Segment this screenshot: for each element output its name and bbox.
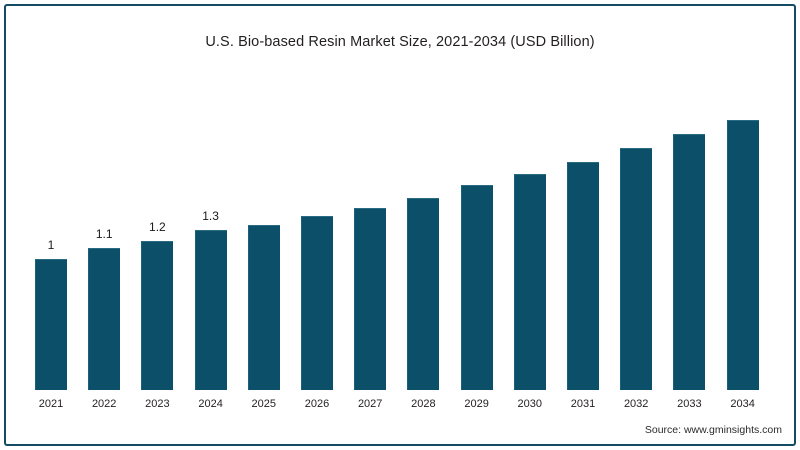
bar-2033[interactable]: [673, 134, 706, 390]
x-tick-label-2030: 2030: [517, 398, 543, 410]
bar-2022[interactable]: [88, 248, 121, 390]
x-tick-label-2021: 2021: [38, 398, 64, 410]
bar-2031[interactable]: [567, 162, 599, 390]
bar-2030[interactable]: [513, 174, 546, 390]
x-tick-label-2028: 2028: [411, 398, 436, 410]
x-tick-label-2022: 2022: [91, 398, 117, 410]
bar-2021[interactable]: [35, 259, 67, 390]
source-attribution: Source: www.gminsights.com: [644, 424, 782, 436]
x-tick-label-2023: 2023: [145, 398, 170, 410]
x-tick-label-2033: 2033: [677, 398, 702, 410]
x-tick-label-2034: 2034: [730, 398, 755, 410]
x-axis-baseline: [28, 390, 772, 391]
bar-2034[interactable]: [726, 120, 759, 390]
bar-value-label-2021: 1: [47, 238, 55, 252]
bar-value-label-2023: 1.2: [149, 220, 166, 234]
chart-title: U.S. Bio-based Resin Market Size, 2021-2…: [205, 34, 595, 50]
bar-value-label-2024: 1.3: [202, 209, 219, 223]
bar-2029[interactable]: [460, 185, 493, 390]
x-tick-label-2029: 2029: [464, 398, 489, 410]
bar-2026[interactable]: [301, 216, 333, 390]
bar-value-label-2022: 1.1: [95, 227, 113, 241]
x-tick-label-2027: 2027: [357, 398, 383, 410]
bar-2023[interactable]: [141, 241, 174, 390]
x-tick-label-2032: 2032: [623, 398, 649, 410]
x-tick-label-2024: 2024: [198, 398, 223, 410]
bar-2027[interactable]: [354, 208, 387, 390]
bar-2024[interactable]: [194, 230, 227, 390]
x-tick-label-2026: 2026: [304, 398, 330, 410]
x-tick-label-2025: 2025: [251, 398, 277, 410]
bar-2025[interactable]: [247, 225, 280, 390]
x-tick-label-2031: 2031: [570, 398, 596, 410]
bar-2028[interactable]: [407, 198, 440, 390]
bar-2032[interactable]: [620, 148, 653, 390]
